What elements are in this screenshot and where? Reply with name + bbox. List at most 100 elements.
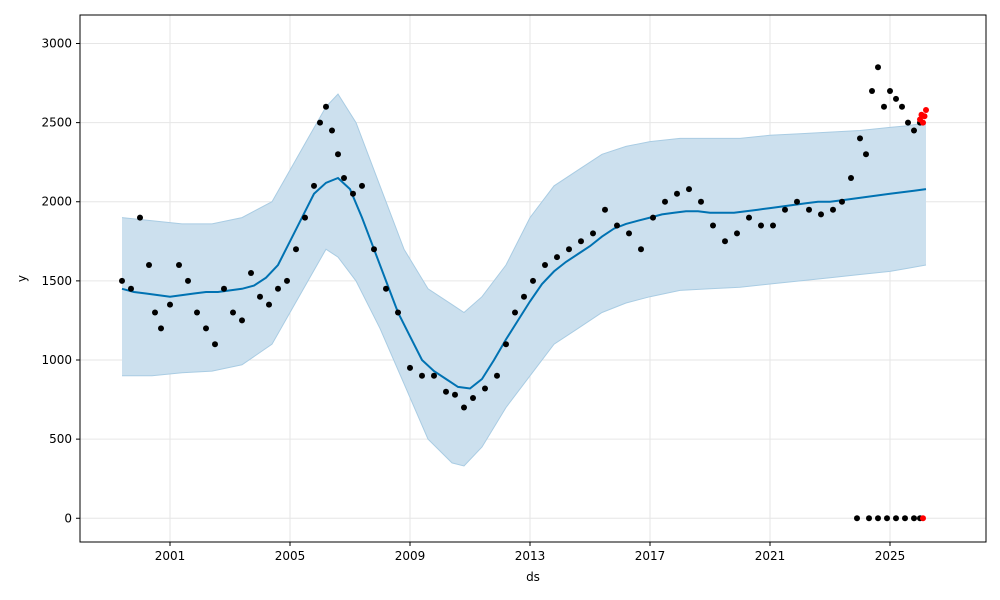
axis-layer: 2001 2005 2009 2013 2017 2021 2025 0 500 1000 1500… xyxy=(41,36,905,563)
observed-point xyxy=(806,206,812,213)
observed-point xyxy=(614,222,620,229)
observed-point xyxy=(494,372,500,379)
forecast-point xyxy=(920,119,926,126)
observed-point xyxy=(119,277,125,284)
uncertainty-band xyxy=(122,94,926,466)
observed-point xyxy=(578,238,584,245)
observed-point xyxy=(887,88,893,94)
observed-point xyxy=(521,293,527,300)
x-tick-label: 2013 xyxy=(515,549,546,563)
observed-point xyxy=(866,515,872,522)
observed-point xyxy=(323,103,329,110)
observed-point xyxy=(662,198,668,205)
observed-point xyxy=(758,222,764,229)
observed-point xyxy=(284,277,290,284)
observed-point xyxy=(293,246,299,253)
forecast-line-layer xyxy=(121,176,927,390)
observed-point xyxy=(881,103,887,110)
observed-point xyxy=(722,238,728,245)
observed-point xyxy=(383,285,389,292)
observed-point xyxy=(848,175,854,181)
observed-point xyxy=(899,103,905,110)
plot-frame xyxy=(79,14,987,543)
observed-point xyxy=(257,293,263,300)
observed-point xyxy=(203,325,209,332)
observed-point xyxy=(167,301,173,308)
observed-point xyxy=(875,64,881,71)
forecast-line xyxy=(121,176,927,390)
forecast-points-layer xyxy=(917,107,929,522)
x-tick-label: 2001 xyxy=(155,549,186,563)
observed-point xyxy=(698,198,704,205)
observed-points-layer xyxy=(119,64,923,522)
observed-point xyxy=(185,277,191,284)
observed-point xyxy=(221,285,227,292)
observed-point xyxy=(407,364,413,371)
observed-point xyxy=(839,198,845,205)
observed-point xyxy=(626,230,632,237)
observed-point xyxy=(371,246,377,253)
observed-point xyxy=(818,211,824,218)
observed-point xyxy=(884,515,890,522)
x-tick-label: 2009 xyxy=(395,549,426,563)
observed-point xyxy=(590,230,596,237)
observed-point xyxy=(503,341,509,348)
observed-point xyxy=(146,262,152,268)
observed-point xyxy=(248,270,254,276)
observed-point xyxy=(710,222,716,229)
observed-point xyxy=(158,325,164,332)
x-tick-label: 2025 xyxy=(875,549,906,563)
observed-point xyxy=(443,388,449,395)
observed-point xyxy=(431,372,437,379)
observed-point xyxy=(395,309,401,316)
observed-point xyxy=(302,214,308,221)
observed-point xyxy=(341,175,347,181)
observed-point xyxy=(554,254,560,261)
observed-point xyxy=(176,262,182,268)
observed-point xyxy=(875,515,881,522)
observed-point xyxy=(566,246,572,253)
y-tick-label: 2500 xyxy=(41,116,72,130)
forecast-point xyxy=(921,113,928,120)
observed-point xyxy=(857,135,863,142)
y-tick-label: 0 xyxy=(64,511,72,525)
observed-point xyxy=(452,391,458,398)
observed-point xyxy=(419,372,425,379)
observed-point xyxy=(335,151,341,158)
observed-point xyxy=(266,301,272,308)
observed-point xyxy=(830,206,836,213)
observed-point xyxy=(329,127,335,134)
x-axis-label: ds xyxy=(526,570,540,584)
observed-point xyxy=(854,515,860,522)
observed-point xyxy=(512,309,518,316)
y-tick-label: 1500 xyxy=(41,274,72,288)
observed-point xyxy=(602,206,608,213)
x-tick-label: 2021 xyxy=(755,549,786,563)
observed-point xyxy=(311,182,317,189)
observed-point xyxy=(194,309,200,316)
y-tick-label: 1000 xyxy=(41,353,72,367)
observed-point xyxy=(794,198,800,205)
band-lower-edge xyxy=(122,248,927,467)
observed-point xyxy=(359,182,365,189)
observed-point xyxy=(911,127,917,134)
observed-point xyxy=(137,214,143,221)
observed-point xyxy=(674,190,680,197)
observed-point xyxy=(686,186,692,193)
x-tick-label: 2005 xyxy=(275,549,306,563)
observed-point xyxy=(893,95,899,102)
observed-point xyxy=(239,317,245,324)
observed-point xyxy=(734,230,740,237)
y-tick-label: 3000 xyxy=(41,36,72,50)
forecast-point xyxy=(923,107,929,113)
observed-point xyxy=(470,395,476,401)
observed-point xyxy=(893,515,899,522)
observed-point xyxy=(482,385,488,392)
observed-point xyxy=(911,515,917,522)
observed-point xyxy=(530,277,536,284)
observed-point xyxy=(350,190,356,197)
forecast-point xyxy=(920,515,926,522)
observed-point xyxy=(542,262,548,268)
observed-point xyxy=(782,206,788,213)
